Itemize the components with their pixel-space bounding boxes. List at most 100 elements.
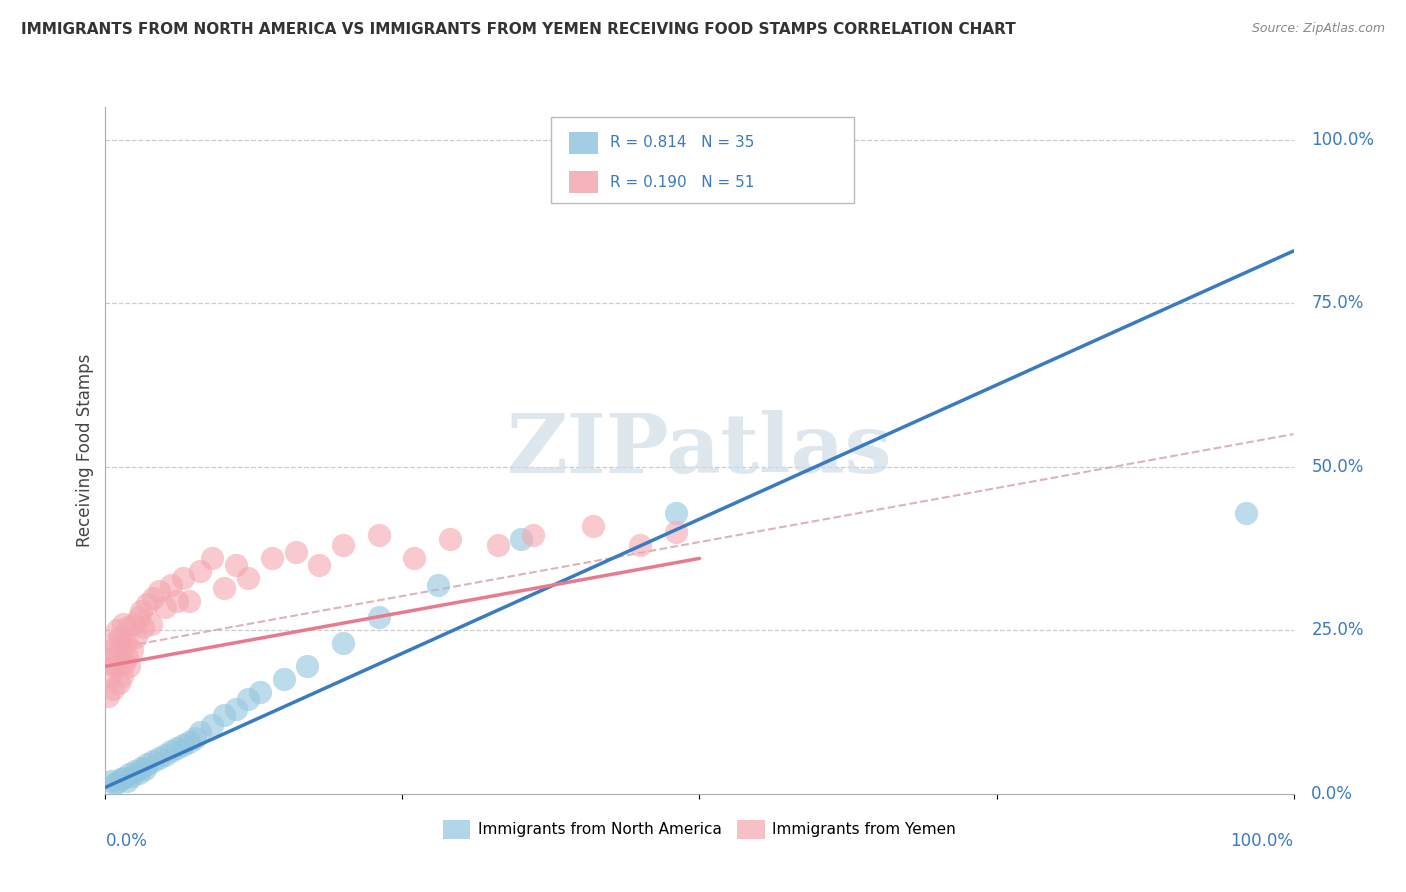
Point [142, 754, 165, 768]
Point [439, 532, 461, 546]
Point [153, 747, 176, 762]
Point [284, 545, 307, 559]
Point [98, 656, 121, 670]
Point [100, 773, 122, 788]
Point [308, 558, 330, 572]
Point [297, 659, 319, 673]
Text: 100.0%: 100.0% [1312, 131, 1374, 149]
Point [665, 525, 688, 540]
Legend: Immigrants from North America, Immigrants from Yemen: Immigrants from North America, Immigrant… [437, 814, 962, 845]
Point [332, 636, 354, 650]
Point [332, 538, 354, 552]
Point [105, 649, 128, 664]
Point [249, 685, 271, 699]
Point [1234, 506, 1257, 520]
Point [225, 558, 247, 572]
Point [486, 538, 509, 552]
Point [112, 616, 135, 631]
Point [97, 689, 120, 703]
Text: R = 0.814   N = 35: R = 0.814 N = 35 [610, 136, 755, 151]
Text: ZIPatlas: ZIPatlas [506, 410, 893, 491]
Point [153, 600, 176, 615]
Point [134, 762, 156, 776]
Point [581, 518, 603, 533]
Point [236, 692, 259, 706]
Point [139, 616, 162, 631]
Point [105, 775, 128, 789]
Point [108, 630, 131, 644]
Point [128, 766, 150, 780]
Point [129, 761, 152, 775]
Point [367, 528, 389, 542]
Text: 25.0%: 25.0% [1312, 622, 1364, 640]
Point [101, 682, 124, 697]
Text: 75.0%: 75.0% [1312, 294, 1364, 312]
Point [214, 581, 236, 595]
Text: 50.0%: 50.0% [1312, 458, 1364, 475]
Point [166, 741, 188, 756]
Point [142, 591, 165, 605]
Point [124, 764, 146, 778]
Bar [569, 171, 599, 194]
Point [148, 584, 170, 599]
Point [111, 669, 134, 683]
Point [115, 649, 138, 664]
Point [122, 616, 145, 631]
Text: Source: ZipAtlas.com: Source: ZipAtlas.com [1251, 22, 1385, 36]
Point [128, 610, 150, 624]
Point [522, 528, 544, 542]
Point [260, 551, 283, 566]
Point [125, 630, 148, 644]
Bar [569, 132, 599, 154]
Point [132, 620, 155, 634]
Point [136, 597, 159, 611]
Point [172, 571, 194, 585]
Point [114, 636, 136, 650]
Point [177, 734, 200, 748]
Point [105, 624, 128, 638]
Text: 0.0%: 0.0% [1312, 785, 1353, 803]
Point [107, 675, 129, 690]
Point [136, 757, 159, 772]
Point [172, 738, 194, 752]
Text: 0.0%: 0.0% [105, 831, 148, 850]
Point [100, 643, 122, 657]
Point [121, 643, 143, 657]
Point [510, 532, 533, 546]
Point [665, 506, 688, 520]
Point [628, 538, 651, 552]
Point [112, 771, 135, 785]
Point [103, 636, 125, 650]
Point [121, 768, 143, 782]
Y-axis label: Receiving Food Stamps: Receiving Food Stamps [76, 354, 94, 547]
Point [118, 659, 141, 673]
Text: 100.0%: 100.0% [1230, 831, 1294, 850]
Point [404, 551, 426, 566]
Point [110, 772, 132, 787]
Point [190, 724, 212, 739]
Point [214, 708, 236, 723]
Point [115, 773, 138, 788]
Point [225, 702, 247, 716]
Point [104, 659, 127, 673]
Point [114, 656, 136, 670]
FancyBboxPatch shape [551, 118, 853, 203]
Point [177, 594, 200, 608]
Point [273, 673, 295, 687]
Text: IMMIGRANTS FROM NORTH AMERICA VS IMMIGRANTS FROM YEMEN RECEIVING FOOD STAMPS COR: IMMIGRANTS FROM NORTH AMERICA VS IMMIGRA… [21, 22, 1017, 37]
Point [159, 577, 181, 591]
Point [166, 594, 188, 608]
Point [129, 604, 152, 618]
Point [98, 669, 121, 683]
Point [118, 767, 141, 781]
Point [236, 571, 259, 585]
Point [183, 731, 205, 746]
Point [148, 751, 170, 765]
Point [104, 777, 127, 791]
Point [190, 565, 212, 579]
Text: R = 0.190   N = 51: R = 0.190 N = 51 [610, 175, 755, 190]
Point [110, 640, 132, 654]
Point [201, 718, 224, 732]
Point [159, 744, 181, 758]
Point [427, 577, 450, 591]
